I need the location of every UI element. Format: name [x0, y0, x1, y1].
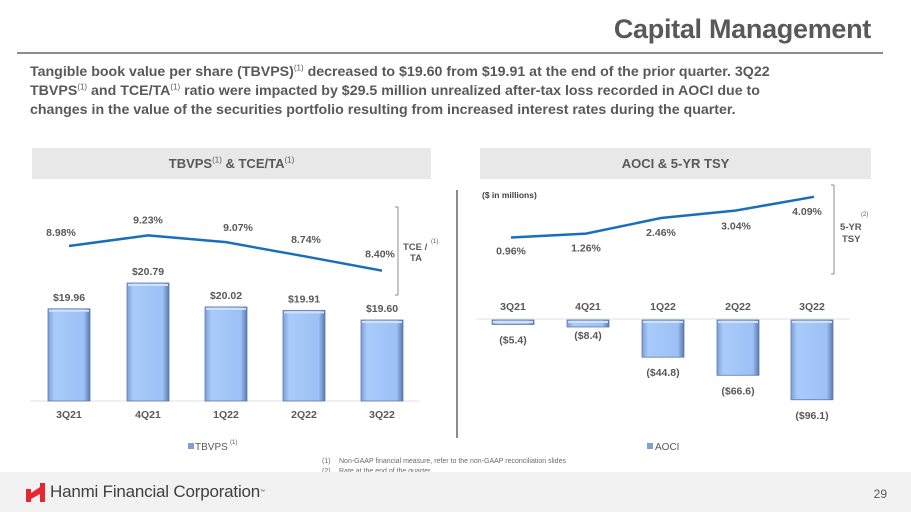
x-tick-label: 1Q22 — [213, 409, 239, 421]
tbvps-bar-2Q22 — [282, 309, 326, 402]
bar-highlight — [128, 283, 168, 286]
tbvps-bar-1Q22 — [204, 306, 248, 402]
company-logo: Hanmi Financial Corporation ™ — [26, 482, 265, 502]
trademark: ™ — [260, 489, 266, 495]
x-tick-label: 3Q22 — [369, 409, 395, 421]
summary-line-3: changes in the value of the securities p… — [30, 102, 736, 118]
x-tick-label: 1Q22 — [650, 301, 676, 313]
tce-ta-axis-sup: (1) — [431, 239, 438, 245]
footnote-1: (1) Non-GAAP financial measure, refer to … — [322, 458, 566, 465]
x-tick-label: 3Q21 — [56, 409, 82, 421]
tce-ta-label: 8.98% — [46, 227, 76, 239]
tsy-label: 3.04% — [721, 220, 751, 232]
bar-highlight — [792, 321, 832, 323]
x-tick-label: 3Q22 — [799, 301, 825, 313]
aoci-bar-label: ($96.1) — [795, 410, 828, 422]
summary-text: Tangible book value per share (TBVPS)(1)… — [30, 63, 880, 120]
aoci-bar-label: ($44.8) — [646, 367, 679, 379]
left-chart-title: TBVPS(1) & TCE/TA(1) — [32, 148, 431, 179]
bar-highlight — [362, 321, 402, 323]
tbvps-tce-chart: $19.96 $20.79 $20.02 $19.91 $19.60 8.98% 9.23… — [30, 206, 438, 453]
tsy-label: 1.26% — [571, 243, 601, 255]
unit-note: ($ in millions) — [482, 190, 537, 200]
right-chart-title: AOCI & 5-YR TSY — [480, 148, 871, 179]
tbvps-bar-label: $19.91 — [288, 293, 320, 305]
tce-ta-label: 9.07% — [223, 222, 253, 234]
tsy-label: 4.09% — [792, 206, 822, 218]
aoci-bar-label: ($66.6) — [721, 385, 754, 397]
footnote-ref: (1) — [77, 82, 88, 92]
x-tick-label: 3Q21 — [500, 301, 526, 313]
legend-label-tbvps: TBVPS — [195, 442, 228, 453]
tsy-axis-sup: (2) — [861, 212, 868, 218]
tbvps-bar-label: $20.79 — [132, 266, 164, 278]
tbvps-bar-3Q22 — [360, 319, 404, 402]
bar-highlight — [643, 321, 683, 323]
aoci-bar-4Q21 — [566, 319, 610, 328]
summary-line-2: TBVPS(1) and TCE/TA(1) ratio were impact… — [30, 82, 760, 99]
legend-swatch-tbvps — [188, 443, 194, 449]
aoci-tsy-chart: ($ in millions) ($5.4) ($8.4) ($44.8) ($66.… — [476, 184, 868, 453]
tsy-label: 0.96% — [496, 246, 526, 258]
legend-sup-tbvps: (1) — [230, 440, 237, 446]
aoci-bar-label: ($5.4) — [499, 334, 526, 346]
legend-label-aoci: AOCI — [655, 442, 679, 453]
tce-ta-label: 8.74% — [291, 234, 321, 246]
panel-divider — [456, 190, 458, 438]
x-tick-label: 2Q22 — [725, 301, 751, 313]
aoci-bar-1Q22 — [641, 319, 685, 358]
tbvps-bar-label: $19.60 — [366, 303, 398, 315]
tbvps-bar-label: $20.02 — [210, 290, 242, 302]
bar-highlight — [493, 321, 533, 323]
page-title: Capital Management — [613, 14, 871, 44]
tce-ta-line — [68, 234, 383, 272]
tce-ta-label: 9.23% — [133, 214, 163, 226]
tbvps-bar-label: $19.96 — [53, 292, 85, 304]
footnote-2: (2)Rate at the end of the quarter — [322, 467, 566, 477]
page-number: 29 — [873, 487, 887, 501]
tsy-label: 2.46% — [646, 227, 676, 239]
summary-line-1: Tangible book value per share (TBVPS)(1)… — [30, 63, 770, 80]
aoci-bar-3Q22 — [790, 319, 834, 401]
tce-ta-axis-label: TCE / — [403, 242, 428, 253]
bar-highlight — [718, 321, 758, 323]
x-tick-label: 2Q22 — [291, 409, 317, 421]
tbvps-bar-4Q21 — [126, 282, 170, 402]
footnote-ref: (1) — [293, 63, 304, 73]
x-tick-label: 4Q21 — [575, 301, 601, 313]
tce-ta-axis-label-2: TA — [410, 253, 422, 264]
tce-ta-label: 8.40% — [365, 249, 395, 261]
bar-highlight — [49, 309, 89, 312]
title-divider — [17, 52, 883, 54]
aoci-bar-label: ($8.4) — [574, 330, 601, 342]
footer-bar: Hanmi Financial Corporation ™ 29 — [0, 472, 911, 512]
legend-swatch-aoci — [647, 443, 653, 449]
company-name: Hanmi Financial Corporation — [50, 482, 261, 501]
hanmi-logo-icon — [26, 482, 45, 502]
x-tick-label: 4Q21 — [135, 409, 161, 421]
tbvps-bar-3Q21 — [47, 308, 91, 402]
footnotes: (1) Non-GAAP financial measure, refer to … — [322, 457, 566, 477]
tsy-axis-label-2: TSY — [842, 234, 861, 245]
tsy-axis-label: 5-YR — [840, 222, 862, 233]
aoci-bar-2Q22 — [716, 319, 760, 376]
bar-highlight — [206, 307, 246, 310]
bar-highlight — [284, 311, 324, 314]
bar-highlight — [568, 321, 608, 323]
footnote-ref: (1) — [170, 82, 181, 92]
